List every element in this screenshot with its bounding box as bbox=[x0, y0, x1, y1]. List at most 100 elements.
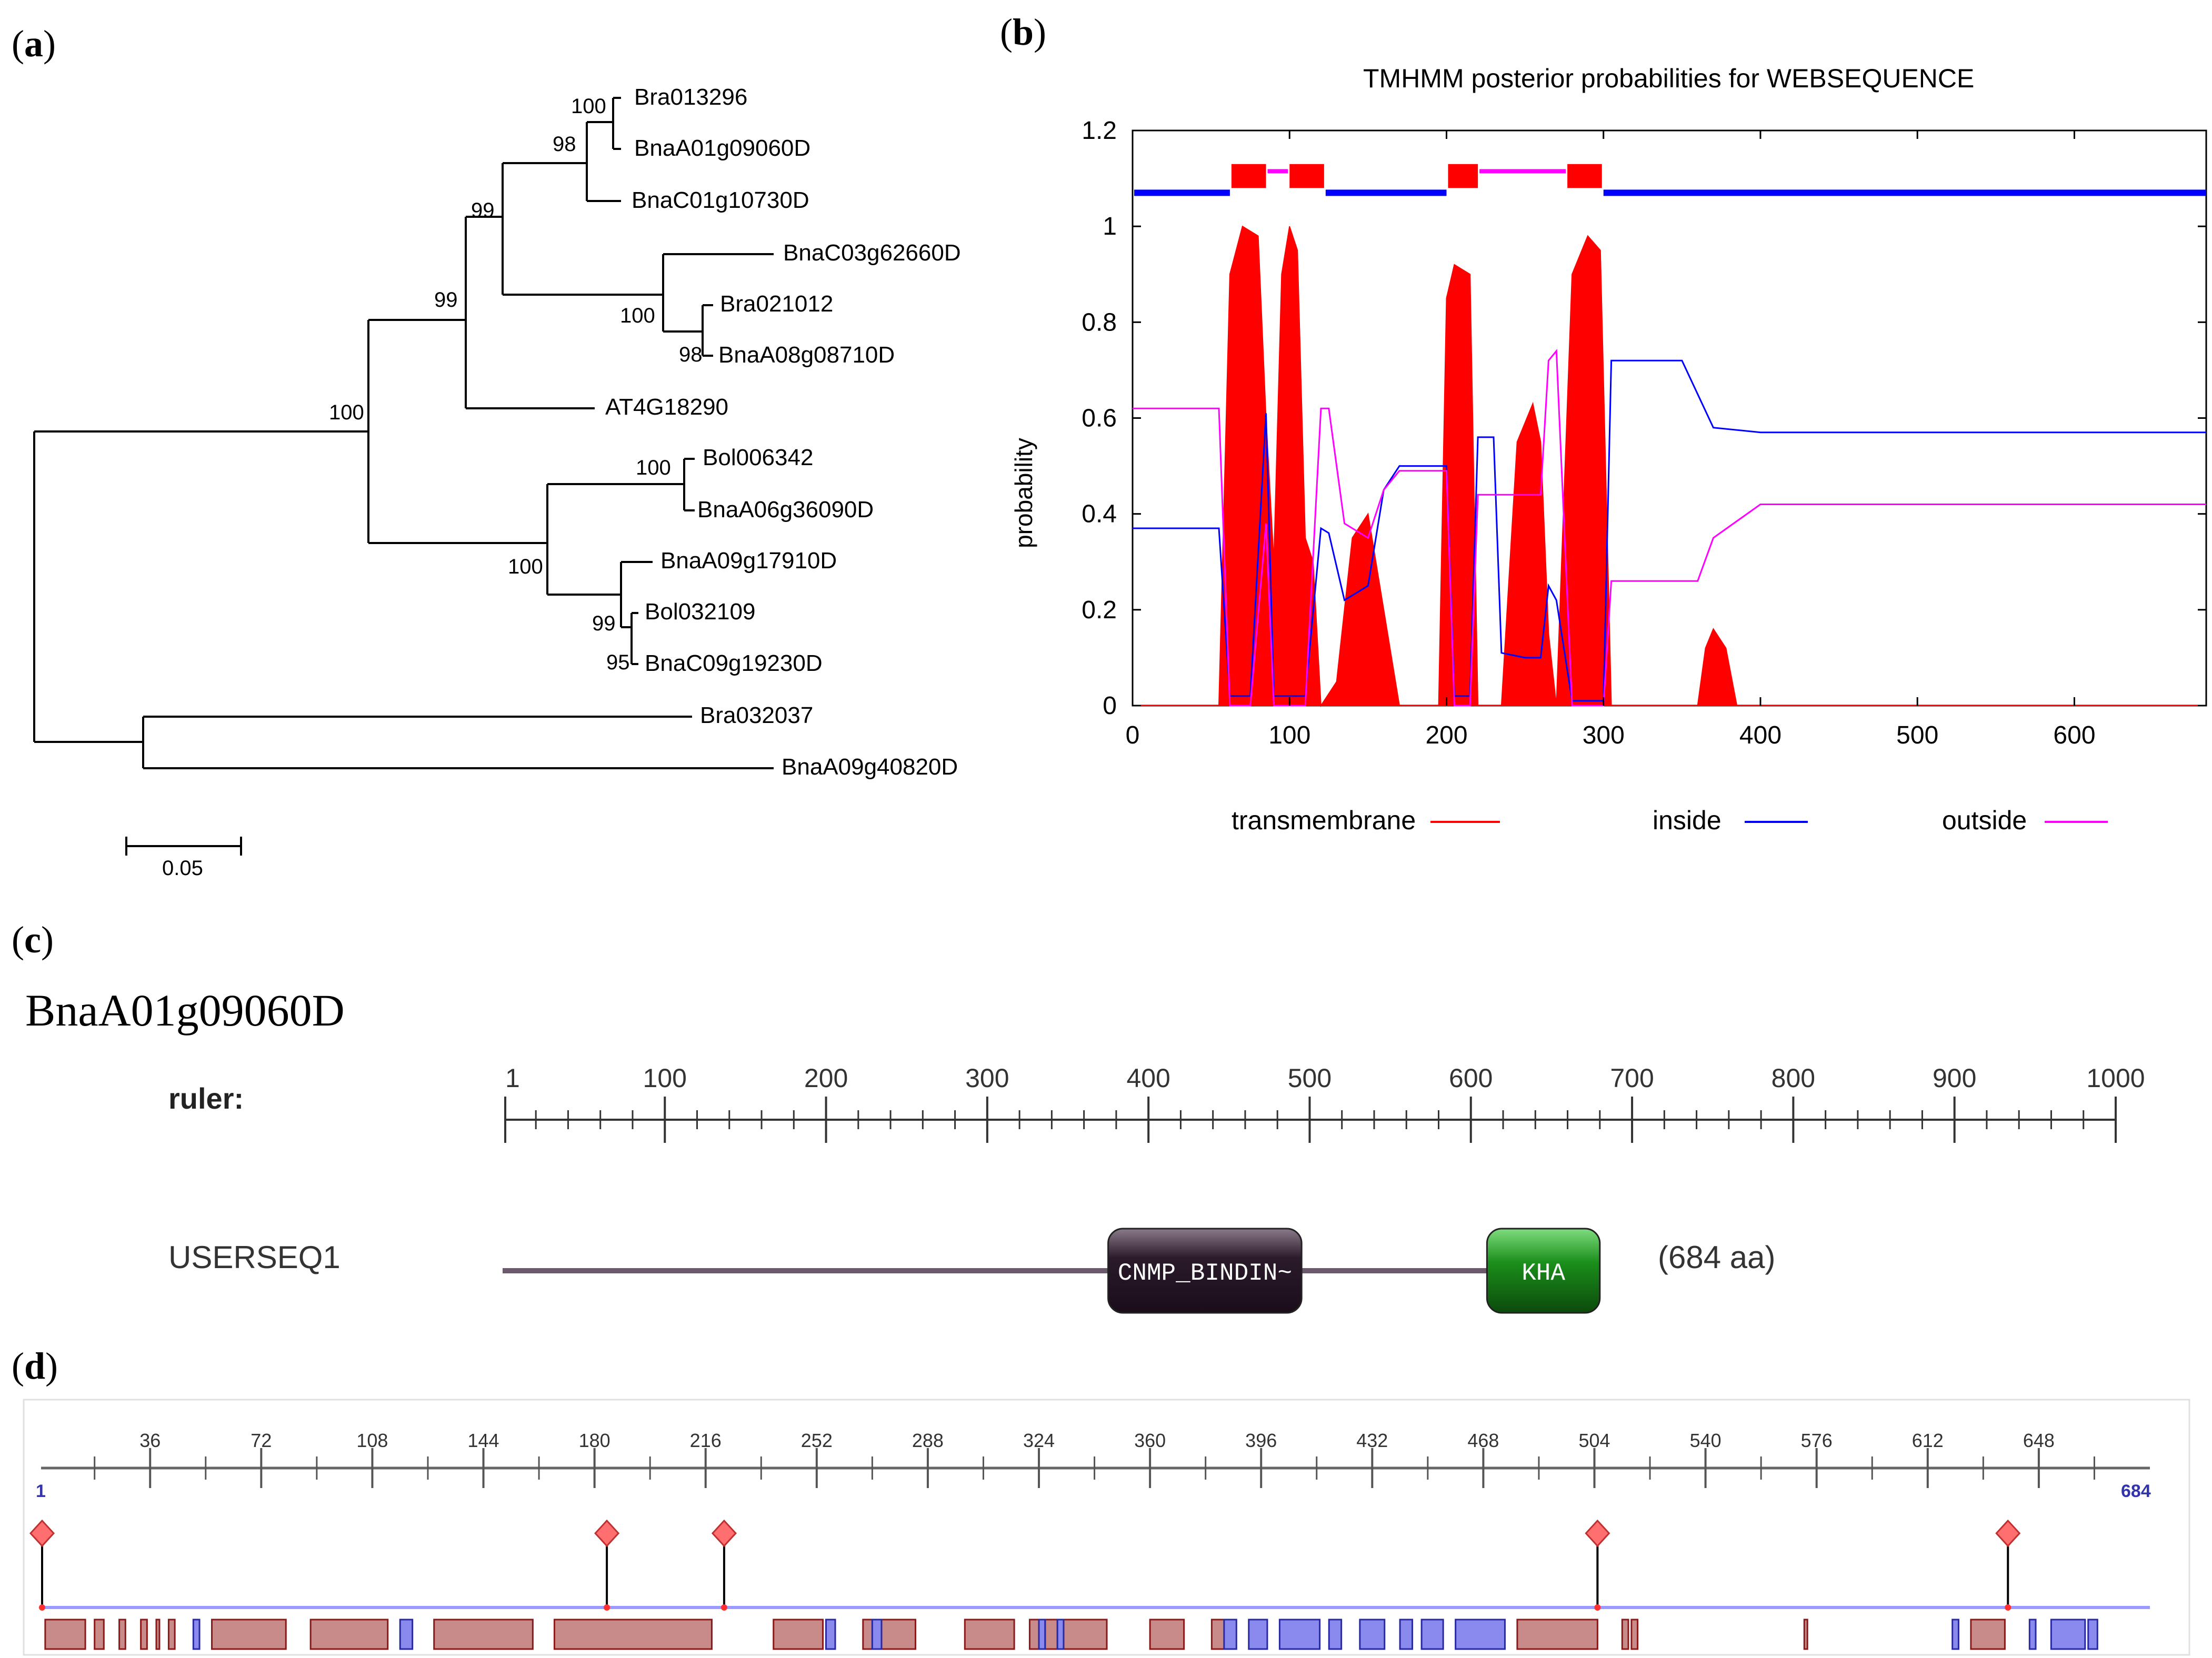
tree-leaf: Bol032109 bbox=[645, 599, 756, 625]
feature-tick-label: 36 bbox=[139, 1430, 161, 1451]
topology-tm-helix bbox=[1448, 164, 1478, 188]
ruler-tick-label: 300 bbox=[965, 1063, 1009, 1093]
tree-leaf: BnaC03g62660D bbox=[783, 240, 961, 266]
site-marker bbox=[29, 1519, 55, 1548]
ruler-tick-label: 1000 bbox=[2086, 1063, 2145, 1093]
topology-outside bbox=[1267, 169, 1288, 174]
legend-label-inside: inside bbox=[1653, 806, 1721, 835]
feature-block-red bbox=[773, 1619, 824, 1650]
x-tick-label: 100 bbox=[1268, 721, 1310, 749]
panel-label-d: (d) bbox=[12, 1345, 58, 1387]
plot-frame bbox=[1132, 129, 2207, 707]
y-tick-label: 1.2 bbox=[1082, 117, 1117, 145]
y-tick-label: 0.2 bbox=[1082, 596, 1117, 624]
seq-name: USERSEQ1 bbox=[168, 1240, 341, 1275]
site-dot bbox=[604, 1604, 610, 1611]
tree-leaf: Bol006342 bbox=[703, 445, 814, 470]
feature-block-red bbox=[880, 1619, 916, 1650]
feature-tick-label: 108 bbox=[356, 1430, 388, 1451]
feature-block-blue bbox=[2087, 1619, 2098, 1650]
feature-block-blue bbox=[1328, 1619, 1343, 1650]
tree-leaf: BnaA09g17910D bbox=[660, 548, 837, 574]
tree-leaf: BnaC01g10730D bbox=[632, 187, 809, 213]
feature-tick-label: 216 bbox=[690, 1430, 722, 1451]
y-tick-label: 1 bbox=[1103, 213, 1117, 240]
bootstrap-value: 100 bbox=[508, 555, 543, 578]
topology-inside bbox=[1603, 189, 2206, 196]
feature-block-red bbox=[433, 1619, 534, 1650]
tree-leaf: Bra021012 bbox=[720, 291, 834, 317]
tree-leaf: Bra013296 bbox=[634, 84, 748, 110]
feature-tick-label: 540 bbox=[1690, 1430, 1721, 1451]
length-label: (684 aa) bbox=[1658, 1240, 1776, 1275]
ruler-tick-label: 700 bbox=[1610, 1063, 1654, 1093]
feature-block-red bbox=[1210, 1619, 1232, 1650]
site-dot bbox=[720, 1604, 727, 1611]
bootstrap-value: 98 bbox=[679, 343, 703, 366]
feature-block-red bbox=[1028, 1619, 1040, 1650]
domain-box-cnmp-bindin- bbox=[1107, 1228, 1303, 1314]
feature-block-red bbox=[118, 1619, 126, 1650]
feature-tick-label: 576 bbox=[1801, 1430, 1833, 1451]
feature-tick-label: 72 bbox=[251, 1430, 272, 1451]
bootstrap-value: 98 bbox=[553, 133, 576, 156]
feature-tick-label: 144 bbox=[467, 1430, 499, 1451]
feature-block-blue bbox=[1056, 1619, 1065, 1650]
bootstrap-value: 99 bbox=[592, 612, 616, 635]
y-tick-label: 0.4 bbox=[1082, 500, 1117, 528]
feature-block-red bbox=[1970, 1619, 2006, 1650]
feature-block-red bbox=[1621, 1619, 1629, 1650]
ruler-tick-label: 800 bbox=[1771, 1063, 1815, 1093]
ruler-tick-label: 100 bbox=[643, 1063, 687, 1093]
ruler-tick-label: 200 bbox=[804, 1063, 848, 1093]
bootstrap-value: 99 bbox=[471, 199, 495, 222]
feature-block-blue bbox=[1223, 1619, 1237, 1650]
feature-tick-label: 288 bbox=[912, 1430, 944, 1451]
bootstrap-value: 100 bbox=[329, 401, 364, 424]
feature-tick-label: 468 bbox=[1467, 1430, 1499, 1451]
scale-bar-label: 0.05 bbox=[162, 857, 203, 880]
x-tick-label: 400 bbox=[1739, 721, 1781, 749]
tree-leaf: BnaA01g09060D bbox=[634, 135, 811, 161]
feature-block-blue bbox=[1951, 1619, 1959, 1650]
bootstrap-value: 100 bbox=[620, 304, 655, 327]
bootstrap-value: 99 bbox=[434, 288, 458, 311]
feature-block-red bbox=[862, 1619, 873, 1650]
tree-leaf: Bra032037 bbox=[700, 702, 814, 728]
feature-block-blue bbox=[1420, 1619, 1444, 1650]
topology-tm-helix bbox=[1289, 164, 1324, 188]
ruler-label: ruler: bbox=[168, 1082, 244, 1115]
feature-block-blue bbox=[1359, 1619, 1386, 1650]
tree-leaf: BnaA06g36090D bbox=[697, 497, 874, 522]
x-tick-label: 500 bbox=[1896, 721, 1938, 749]
series-outside bbox=[1133, 349, 2206, 707]
feature-start-label: 1 bbox=[36, 1481, 46, 1501]
tmhmm-ylabel: probability bbox=[1009, 438, 1037, 548]
feature-block-red bbox=[1294, 1619, 1318, 1650]
site-dot bbox=[39, 1604, 45, 1611]
x-tick-label: 200 bbox=[1425, 721, 1467, 749]
feature-block-blue bbox=[399, 1619, 414, 1650]
y-tick-label: 0.6 bbox=[1082, 405, 1117, 433]
feature-tick-label: 396 bbox=[1245, 1430, 1277, 1451]
tree-leaf: BnaC09g19230D bbox=[645, 650, 823, 676]
topology-inside bbox=[1325, 189, 1447, 196]
site-dot bbox=[2005, 1604, 2011, 1611]
topology-tm-helix bbox=[1567, 164, 1602, 188]
feature-block-red bbox=[1630, 1619, 1639, 1650]
site-dot bbox=[1594, 1604, 1601, 1611]
domain-box-kha bbox=[1486, 1228, 1601, 1314]
ruler-tick-label: 500 bbox=[1288, 1063, 1332, 1093]
series-transmembrane bbox=[1133, 225, 2206, 708]
feature-block-red bbox=[964, 1619, 1015, 1650]
feature-block-red bbox=[1149, 1619, 1185, 1650]
gene-title: BnaA01g09060D bbox=[25, 985, 345, 1036]
feature-tick-label: 648 bbox=[2023, 1430, 2055, 1451]
ruler-tick-label: 900 bbox=[1933, 1063, 1976, 1093]
domain-box-label: KHA bbox=[1522, 1260, 1565, 1287]
panel-label-b: (b) bbox=[1000, 11, 1047, 53]
